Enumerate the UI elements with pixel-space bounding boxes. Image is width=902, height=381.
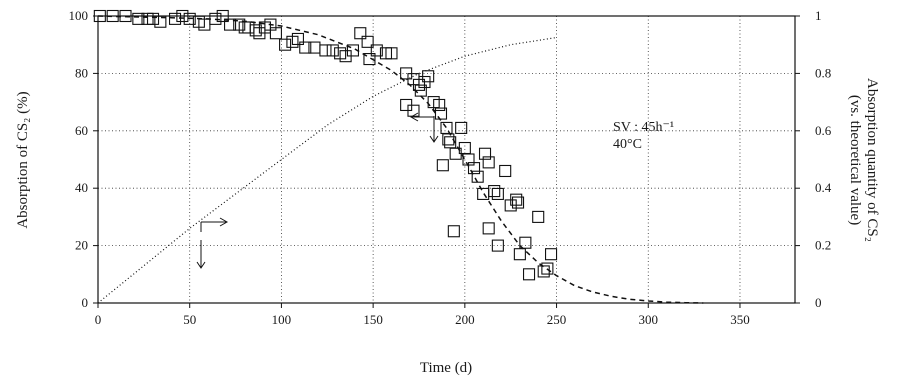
data-point [491, 239, 504, 252]
y-left-tick-label: 100 [69, 8, 89, 23]
y-left-tick-label: 80 [75, 65, 88, 80]
y-axis-left-title: Absorption of CS₂ (%) [15, 91, 31, 228]
x-tick-label: 50 [183, 312, 196, 327]
data-point [291, 32, 304, 46]
data-point [467, 162, 481, 175]
x-tick-label: 200 [455, 312, 475, 327]
data-point [168, 12, 182, 25]
data-point [488, 185, 501, 198]
data-point [510, 193, 523, 206]
absorption-curve [97, 15, 704, 304]
absorption-quantity-curve [97, 36, 557, 304]
x-axis-title: Time (d) [420, 360, 472, 376]
right-axis-arrow [200, 217, 229, 232]
data-point [541, 262, 554, 275]
annotation-sv: SV : 45h⁻¹ [613, 120, 674, 135]
data-point [433, 98, 446, 112]
data-point [477, 187, 490, 200]
axis-indicator-arrows [196, 112, 439, 269]
data-point [513, 248, 526, 261]
left-axis-arrow [196, 240, 206, 269]
right-axis-arrow-2 [409, 112, 434, 122]
y-right-tick-label: 0.8 [815, 65, 831, 80]
y-left-tick-label: 60 [75, 123, 88, 138]
data-point [434, 107, 448, 120]
data-point [363, 52, 376, 66]
data-point [544, 248, 558, 261]
data-point [422, 70, 435, 83]
data-point [471, 170, 484, 183]
ticks [93, 15, 800, 308]
grid [98, 16, 795, 303]
data-point [370, 44, 383, 57]
curves [97, 15, 704, 304]
x-tick-label: 300 [639, 312, 659, 327]
y-axis-right-title-line1: Absorption quantity of CS₂ [864, 78, 880, 242]
data-point [346, 44, 360, 57]
data-point [299, 41, 312, 54]
data-point [491, 187, 504, 200]
y-left-tick-label: 40 [75, 180, 88, 195]
tick-labels: 0 50 100 150 200 250 300 350 0 20 40 60 80 100 0 0.2 0.4… [69, 8, 832, 327]
data-point [319, 44, 332, 57]
plot-frame [97, 15, 796, 304]
data-point [537, 265, 550, 278]
y-left-tick-label: 20 [75, 238, 88, 253]
data-point [132, 12, 145, 25]
data-point [478, 147, 492, 160]
x-tick-label: 100 [272, 312, 292, 327]
y-right-tick-label: 0.2 [815, 238, 831, 253]
data-point [407, 104, 420, 117]
data-point [499, 164, 512, 178]
left-axis-arrow-2 [429, 116, 439, 143]
data-point [511, 196, 525, 209]
data-point [183, 12, 196, 25]
data-point [385, 47, 398, 60]
data-point [209, 12, 222, 25]
y-right-tick-label: 1 [815, 8, 822, 23]
y-axis-right-title-line2: (vs. theoretical value) [847, 95, 863, 225]
y-right-tick-label: 0 [815, 295, 822, 310]
data-point [532, 210, 545, 223]
data-point [146, 12, 160, 25]
data-point [455, 121, 468, 134]
data-point [436, 159, 449, 172]
data-point [522, 268, 536, 281]
x-tick-label: 250 [547, 312, 567, 327]
data-point [482, 156, 495, 169]
data-markers [93, 9, 558, 281]
y-left-tick-label: 0 [82, 295, 89, 310]
annotation-temperature: 40°C [613, 137, 642, 152]
data-point [354, 27, 367, 40]
data-point [279, 38, 292, 51]
data-point [442, 133, 455, 146]
data-point [519, 236, 532, 249]
data-point [414, 84, 427, 97]
y-right-tick-label: 0.6 [815, 123, 832, 138]
data-point [482, 222, 495, 235]
x-tick-label: 0 [95, 312, 102, 327]
y-right-tick-label: 0.4 [815, 180, 832, 195]
data-point [361, 35, 374, 48]
data-point [224, 18, 237, 31]
x-tick-label: 150 [363, 312, 383, 327]
data-point [440, 121, 453, 134]
data-point [447, 225, 460, 238]
data-point [249, 24, 262, 37]
data-point [269, 27, 282, 40]
x-tick-label: 350 [730, 312, 750, 327]
data-point [326, 44, 339, 57]
